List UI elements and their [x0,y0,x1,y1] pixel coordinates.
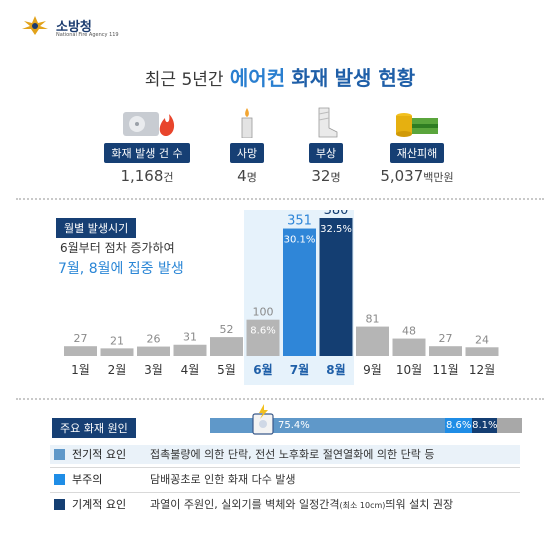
x-tick-label: 1월 [71,363,90,377]
air-conditioner-fire-icon [123,112,175,136]
bar-percent-label: 30.1% [284,235,316,246]
cause-segment: 8.1% [472,418,498,433]
cause-name: 부주의 [72,473,103,486]
bar-11 [429,346,462,356]
x-tick-label: 7월 [290,362,309,377]
cause-segment: 75.4% [210,418,446,433]
row-divider [50,492,520,493]
bar-value-label: 81 [366,313,380,326]
cause-legend-swatch [54,474,65,485]
bar-10 [392,338,426,356]
chart-note-highlight: 7월, 8월에 집중 발생 [58,261,184,277]
stat-value: 1,168 [120,167,164,185]
x-tick-label: 3월 [144,363,163,377]
bar-4 [173,344,207,356]
bar-value-label: 27 [439,332,453,345]
x-tick-label: 9월 [363,363,382,377]
title-main: 화재 [291,66,329,90]
x-tick-label: 10월 [396,363,422,377]
x-tick-label: 6월 [253,362,272,377]
bar-percent-label: 8.6% [250,326,275,337]
bar-7 [283,228,316,356]
stat-label: 화재 발생 건 수 [104,143,190,163]
stat-unit: 건 [163,171,174,184]
stat-unit: 백만원 [423,171,454,184]
cause-description: 접촉불량에 의한 단락, 전선 노후화로 절연열화에 의한 단락 등 [150,448,435,461]
bar-9 [356,326,389,356]
chart-note: 6월부터 점차 증가하여 [60,241,175,255]
x-tick-label: 5월 [217,363,236,377]
cause-row: 부주의 담배꽁초로 인한 화재 다수 발생 [50,470,520,489]
stat-unit: 명 [246,171,257,184]
bar-value-label: 21 [110,334,124,347]
stat-label: 사망 [229,143,265,163]
title-suffix: 발생 현황 [334,66,416,90]
section-divider [16,398,544,400]
candle-icon [241,108,253,139]
x-tick-label: 2월 [108,363,127,377]
bar-3 [137,346,170,356]
stat-label: 재산피해 [389,143,445,163]
cause-legend-swatch [54,499,65,510]
stat-fire-count: 화재 발생 건 수 1,168건 [92,106,202,185]
stat-injuries: 부상 32명 [298,106,354,185]
monthly-bar-chart: 27 1월 21 2월 26 3월 31 4월 52 5월 100 8.6% 6월 351 30.1% 7월 3… [64,210,499,385]
money-coins-icon [396,113,438,137]
bar-value-label: 52 [220,323,234,336]
stat-value: 4 [237,167,247,185]
cause-description: 담배꽁초로 인한 화재 다수 발생 [150,473,296,486]
air-conditioner-spark-icon [252,404,274,435]
row-divider [50,467,520,468]
stat-property-damage: 재산피해 5,037백만원 [362,106,472,185]
cause-segment: 8.6% [445,418,473,433]
page-title: 최근 5년간 에어컨 화재 발생 현황 [0,62,560,91]
cause-row: 전기적 요인 접촉불량에 의한 단락, 전선 노후화로 절연열화에 의한 단락 등 [50,445,520,464]
bar-value-label: 26 [147,333,161,346]
bar-value-label: 100 [253,306,274,319]
stat-label: 부상 [308,143,344,163]
bar-8 [319,218,353,356]
title-highlight: 에어컨 [229,66,286,90]
x-tick-label: 11월 [432,363,458,377]
bar-percent-label: 32.5% [320,224,352,235]
bar-value-label: 48 [402,325,416,338]
section-divider [16,198,544,200]
cause-row: 기계적 요인 과열이 주원인, 실외기를 벽체와 일정간격(최소 10cm)띄워 … [50,495,520,514]
bar-value-label: 31 [183,331,197,344]
x-tick-label: 8월 [326,362,345,377]
stat-value: 32 [311,167,331,185]
bar-value-label: 24 [475,333,489,346]
bar-5 [210,337,243,356]
stat-deaths: 사망 4명 [222,106,272,185]
bar-2 [100,348,134,356]
bar-12 [465,347,499,356]
bar-value-label: 27 [74,332,88,345]
bar-value-label: 380 [324,210,349,218]
bar-6 [246,319,280,356]
x-tick-label: 12월 [469,363,495,377]
cause-name: 전기적 요인 [72,448,127,461]
bar-value-label: 351 [287,214,312,229]
fire-agency-emblem-icon [22,16,48,35]
cause-description: 과열이 주원인, 실외기를 벽체와 일정간격(최소 10cm)띄워 설치 권장 [150,498,454,511]
cause-legend-swatch [54,449,65,460]
stat-value: 5,037 [380,167,424,185]
stat-unit: 명 [330,171,341,184]
org-subtitle: National Fire Agency 119 [56,32,119,38]
bar-1 [64,346,97,356]
title-prefix: 최근 5년간 [144,70,224,90]
bandage-leg-icon [318,107,338,138]
x-tick-label: 4월 [181,363,200,377]
cause-name: 기계적 요인 [72,498,127,511]
chart-title: 월별 발생시기 [56,218,137,238]
causes-title: 주요 화재 원인 [52,418,136,438]
org-name: 소방청 [56,20,92,35]
